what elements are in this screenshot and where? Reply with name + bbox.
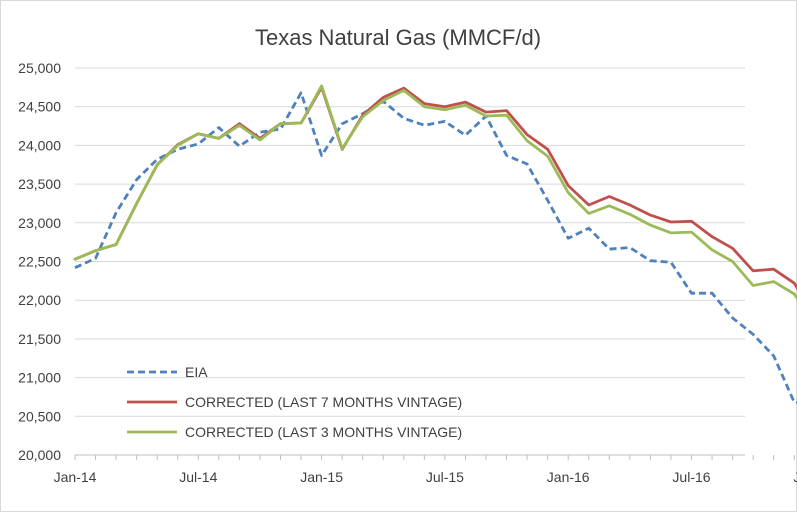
y-tick-label: 21,000 [18,370,61,386]
x-tick-label: Jul-16 [672,469,710,485]
legend-label-3: CORRECTED (LAST 3 MONTHS VINTAGE) [185,424,462,440]
series-lines [73,84,797,405]
x-tick-label: Jan-14 [54,469,97,485]
y-tick-label: 24,500 [18,99,61,115]
y-tick-label: 20,500 [18,408,61,424]
y-tick-label: 25,000 [18,60,61,76]
x-tick-label: Jan-17 [793,469,797,485]
legend-label-1: EIA [185,364,208,380]
x-tick-label: Jul-15 [426,469,464,485]
y-tick-label: 22,500 [18,254,61,270]
y-tick-label: 20,000 [18,447,61,463]
y-tick-label: 23,500 [18,176,61,192]
chart-title: Texas Natural Gas (MMCF/d) [255,25,541,50]
y-tick-label: 23,000 [18,215,61,231]
x-tick-label: Jan-16 [547,469,590,485]
y-tick-label: 24,000 [18,137,61,153]
legend-label-2: CORRECTED (LAST 7 MONTHS VINTAGE) [185,394,462,410]
x-tick-label: Jan-15 [300,469,343,485]
legend: EIA CORRECTED (LAST 7 MONTHS VINTAGE) CORR… [127,364,462,440]
y-axis: 20,000 20,500 21,000 21,500 22,000 22,500 23,0… [18,60,61,463]
x-tick-label: Jul-14 [179,469,217,485]
y-tick-label: 22,000 [18,292,61,308]
x-axis: Jan-14 Jul-14 Jan-15 Jul-15 Jan-16 Jul-16 Jan-… [54,454,797,485]
series-line-1 [74,91,797,405]
series-line-3 [73,84,797,301]
y-tick-label: 21,500 [18,331,61,347]
